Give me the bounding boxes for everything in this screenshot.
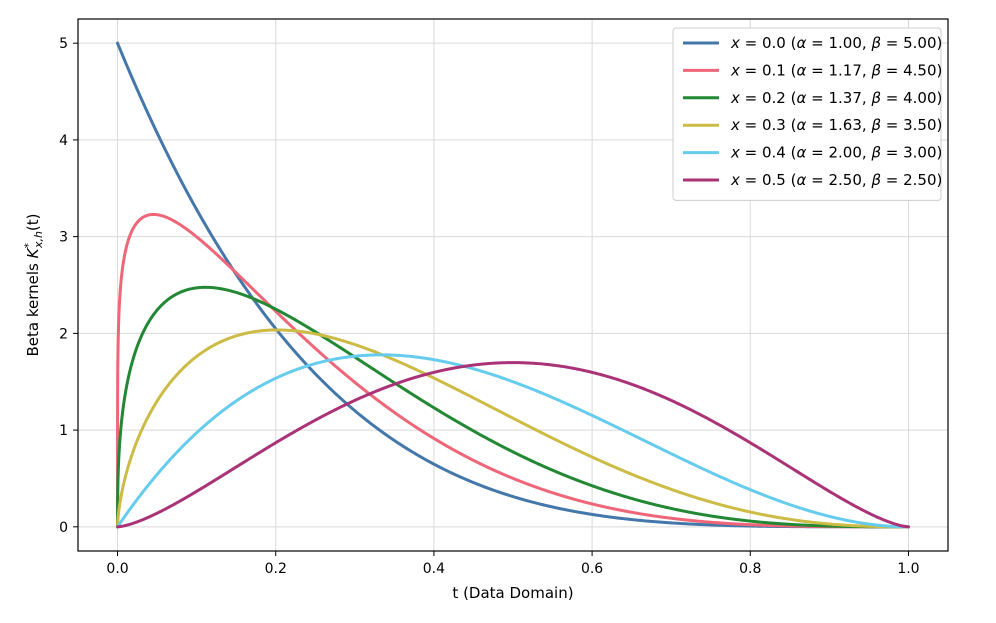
legend-label: x = 0.4 (α = 2.00, β = 3.00) (730, 144, 942, 162)
series-line-2 (116, 285, 910, 529)
legend-item: x = 0.1 (α = 1.17, β = 4.50) (683, 61, 942, 79)
legend: x = 0.0 (α = 1.00, β = 5.00) x = 0.1 (α =… (672, 27, 942, 201)
legend-item: x = 0.3 (α = 1.63, β = 3.50) (683, 116, 942, 134)
series-line-1 (116, 212, 910, 529)
y-tick-label: 1 (59, 423, 68, 439)
legend-box (672, 27, 942, 201)
y-axis-label-prefix: Beta kernels (24, 258, 42, 356)
tick-layer: 0.0 0.2 0.4 0.6 0.8 1.0 0 1 2 3 4 5 (59, 36, 920, 577)
y-axis-label-arg: (t) (24, 213, 42, 231)
y-tick-label: 3 (59, 230, 68, 246)
y-axis-label-sub: x,h (32, 231, 45, 249)
legend-item: x = 0.5 (α = 2.50, β = 2.50) (683, 171, 942, 189)
legend-label: x = 0.3 (α = 1.63, β = 3.50) (730, 116, 942, 134)
legend-label: x = 0.5 (α = 2.50, β = 2.50) (730, 171, 942, 189)
series-line-0 (116, 41, 910, 529)
x-tick-label: 0.6 (581, 561, 603, 577)
series-line-3 (116, 328, 910, 529)
y-axis-label-symbol: K (24, 247, 42, 258)
y-tick-label: 0 (59, 520, 68, 536)
legend-items: x = 0.0 (α = 1.00, β = 5.00) x = 0.1 (α =… (683, 34, 942, 189)
series-line-5 (116, 361, 910, 529)
x-tick-label: 0.0 (106, 561, 128, 577)
y-tick-label: 2 (59, 326, 68, 342)
y-tick-label: 5 (59, 36, 68, 52)
legend-item: x = 0.2 (α = 1.37, β = 4.00) (683, 89, 942, 107)
x-tick-label: 1.0 (897, 561, 919, 577)
plot-frame (77, 18, 949, 552)
x-tick-label: 0.2 (265, 561, 287, 577)
legend-label: x = 0.1 (α = 1.17, β = 4.50) (730, 61, 942, 79)
x-axis-label: t (Data Domain) (452, 584, 573, 602)
series-layer (116, 41, 910, 529)
legend-item: x = 0.4 (α = 2.00, β = 3.00) (683, 144, 942, 162)
x-tick-label: 0.4 (423, 561, 445, 577)
series-line-4 (116, 353, 910, 529)
legend-label: x = 0.0 (α = 1.00, β = 5.00) (730, 34, 942, 52)
y-axis-label: Beta kernels K*x,h(t) (22, 213, 45, 356)
y-axis-label-sup: * (22, 243, 35, 249)
x-tick-label: 0.8 (739, 561, 761, 577)
legend-item: x = 0.0 (α = 1.00, β = 5.00) (683, 34, 942, 52)
y-tick-label: 4 (59, 133, 68, 149)
legend-label: x = 0.2 (α = 1.37, β = 4.00) (730, 89, 942, 107)
